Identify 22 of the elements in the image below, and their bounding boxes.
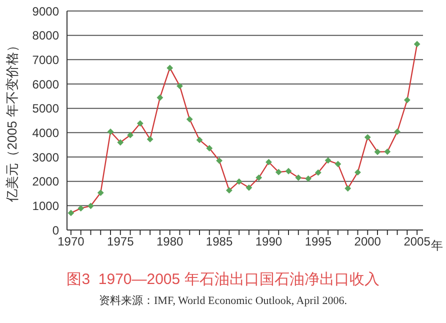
y-tick-label: 7000: [32, 52, 60, 67]
y-tick-label: 4000: [32, 126, 60, 140]
x-tick-label: 2000: [354, 234, 382, 249]
y-tick-label: 5000: [32, 102, 60, 116]
y-tick-label: 2000: [32, 174, 60, 189]
y-tick-label: 1000: [32, 198, 60, 213]
x-tick-label: 1980: [156, 234, 184, 249]
y-tick-label: 9000: [32, 4, 60, 18]
x-tick-label: 1970: [58, 234, 85, 249]
x-tick-label: 2005: [404, 234, 431, 249]
y-tick-label: 0: [52, 223, 60, 238]
y-tick-label: 3000: [32, 150, 60, 164]
x-tick-label: 1985: [206, 234, 233, 249]
text: 图3 1970—2005 年石油出口国石油净出口收入: [66, 270, 380, 289]
x-axis-title: 年: [431, 238, 443, 252]
x-tick-label: 1990: [255, 234, 282, 249]
y-axis-title: 亿美元（2005 年不变价格）: [4, 39, 20, 203]
x-tick-label: 1975: [107, 234, 134, 249]
x-tick-label: 1995: [304, 234, 332, 249]
y-tick-label: 6000: [32, 77, 60, 92]
y-tick-label: 8000: [32, 28, 60, 43]
text: 资料来源：IMF, World Economic Outlook, April 2006.: [98, 294, 348, 308]
